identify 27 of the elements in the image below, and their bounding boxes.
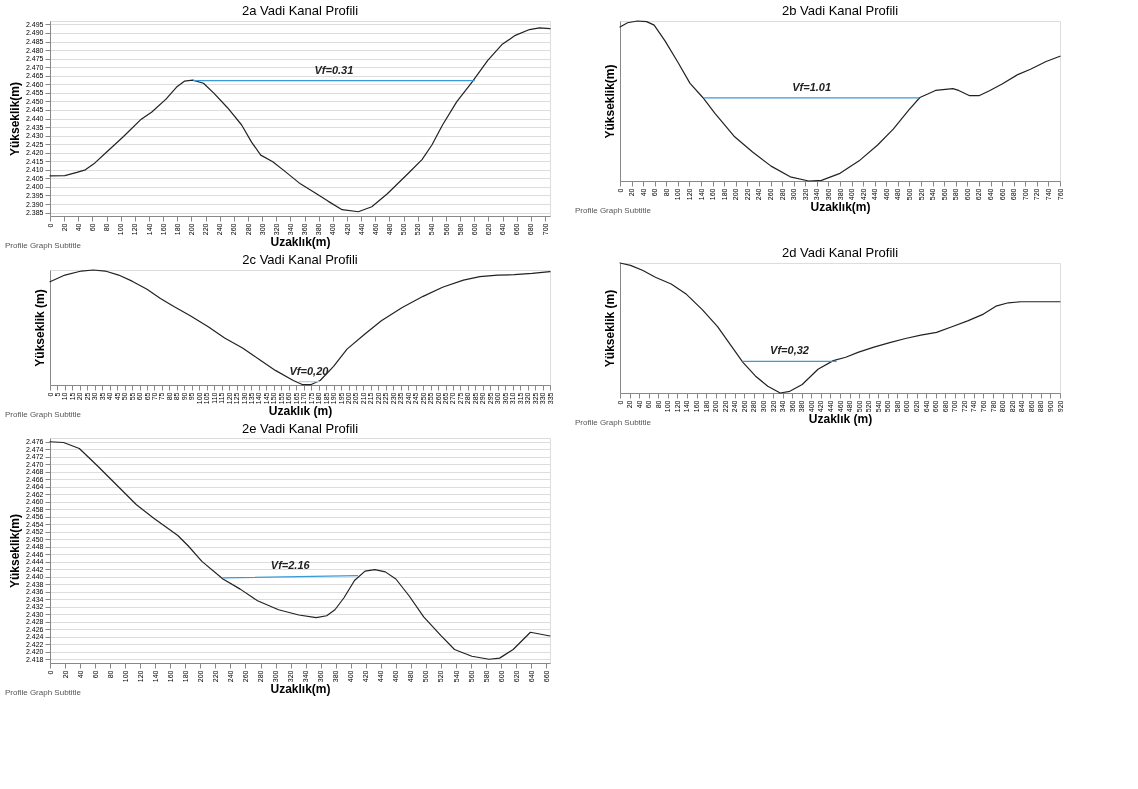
- y-axis-title: Yükseklik(m): [7, 81, 22, 157]
- y-axis-title: Yükseklik (m): [602, 289, 617, 368]
- x-axis-title: Uzaklık(m): [270, 682, 331, 697]
- text: Profile Graph Subtitle: [575, 418, 652, 427]
- x-axis-title: Uzaklık (m): [268, 404, 333, 419]
- annotation: Vf=2.16: [270, 558, 311, 571]
- y-axis-title: Yükseklik (m): [32, 289, 47, 367]
- y-axis-title: Yükseklik(m): [7, 513, 22, 589]
- chart-title: 2b Vadi Kanal Profili: [781, 3, 899, 19]
- x-axis-title: Uzaklık(m): [810, 200, 871, 215]
- text: Profile Graph Subtitle: [5, 688, 82, 697]
- annotation: Vf=0,32: [770, 344, 809, 357]
- y-axis-title: Yükseklik(m): [602, 64, 617, 139]
- annotation: Vf=1.01: [792, 80, 832, 93]
- text: Profile Graph Subtitle: [5, 241, 82, 250]
- annotation: Vf=0,20: [289, 364, 330, 377]
- line-series: [49, 441, 551, 660]
- chart-title: 2d Vadi Kanal Profili: [781, 245, 899, 261]
- text: Profile Graph Subtitle: [5, 410, 82, 419]
- annotation: Vf=0.31: [314, 63, 354, 76]
- x-axis-title: Uzaklık(m): [270, 235, 331, 250]
- x-axis-title: Uzaklık (m): [808, 412, 873, 427]
- chart-title: 2e Vadi Kanal Profili: [241, 420, 359, 436]
- line-series: [49, 27, 551, 213]
- text: Profile Graph Subtitle: [575, 206, 652, 215]
- chart-title: 2c Vadi Kanal Profili: [242, 252, 358, 268]
- chart-title: 2a Vadi Kanal Profili: [241, 3, 359, 19]
